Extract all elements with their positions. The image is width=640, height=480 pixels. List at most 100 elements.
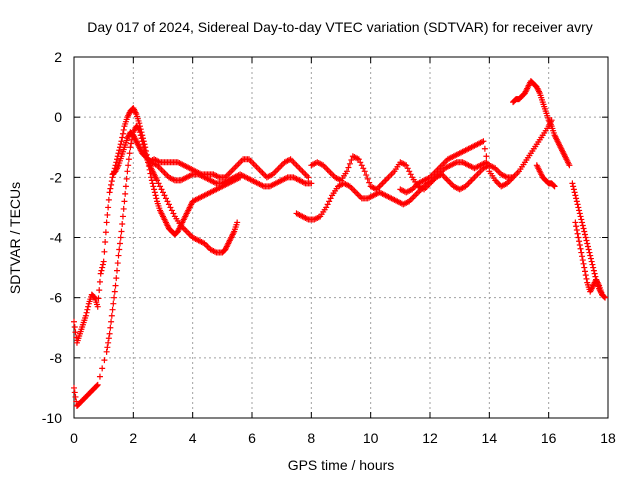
- y-axis-label: SDTVAR / TECUs: [7, 182, 23, 294]
- data-point: [94, 381, 101, 388]
- data-point: [578, 249, 585, 256]
- data-point: [154, 177, 161, 184]
- data-points: [71, 78, 609, 409]
- data-point: [110, 300, 117, 307]
- data-point: [124, 168, 131, 175]
- data-point: [125, 162, 132, 169]
- data-point: [103, 219, 110, 226]
- grid: [74, 57, 608, 418]
- data-point: [484, 160, 491, 167]
- data-point: [586, 249, 593, 256]
- data-point: [345, 164, 352, 171]
- data-point: [407, 171, 414, 178]
- data-point: [84, 306, 91, 313]
- data-point: [579, 222, 586, 229]
- data-point: [587, 255, 594, 262]
- series-track-d: [145, 156, 312, 181]
- data-point: [404, 165, 411, 172]
- data-point: [108, 318, 115, 325]
- data-point: [105, 204, 112, 211]
- data-point: [406, 168, 413, 175]
- data-point: [126, 150, 133, 157]
- data-point: [572, 192, 579, 199]
- x-tick-label: 4: [189, 430, 197, 446]
- data-point: [575, 234, 582, 241]
- data-point: [551, 183, 558, 190]
- x-tick-label: 2: [129, 430, 137, 446]
- data-point: [83, 309, 90, 316]
- series-track-f: [308, 153, 517, 193]
- data-point: [324, 201, 331, 208]
- data-point: [583, 275, 590, 282]
- data-point: [358, 162, 365, 169]
- y-tick-label: -2: [50, 169, 63, 185]
- x-axis-label: GPS time / hours: [288, 457, 395, 473]
- axis-ticks: 0 2 4 6 8 10 12 14 16 18 -10 -8 -6 -4 -2 0 2: [42, 49, 616, 446]
- data-point: [139, 141, 146, 148]
- data-point: [152, 192, 159, 199]
- data-point: [573, 226, 580, 233]
- data-point: [99, 261, 106, 268]
- data-point: [99, 365, 106, 372]
- data-point: [139, 138, 146, 145]
- y-tick-label: -8: [50, 350, 63, 366]
- data-point: [121, 198, 128, 205]
- data-point: [71, 384, 77, 391]
- data-point: [115, 150, 122, 157]
- data-point: [577, 213, 584, 220]
- data-point: [573, 195, 580, 202]
- data-point: [113, 275, 120, 282]
- data-point: [305, 174, 312, 181]
- data-point: [158, 186, 165, 193]
- data-point: [590, 264, 597, 271]
- data-point: [170, 210, 177, 217]
- data-point: [550, 182, 557, 189]
- series-track-h: [510, 78, 573, 169]
- data-point: [116, 147, 123, 154]
- data-point: [137, 129, 144, 136]
- data-point: [111, 294, 118, 301]
- y-tick-label: -10: [42, 410, 62, 426]
- y-tick-label: -6: [50, 290, 63, 306]
- data-point: [589, 261, 596, 268]
- x-tick-label: 16: [541, 430, 557, 446]
- data-point: [91, 293, 98, 300]
- data-point: [577, 245, 584, 252]
- data-point: [82, 312, 89, 319]
- data-point: [157, 183, 164, 190]
- data-point: [151, 189, 158, 196]
- data-point: [355, 156, 362, 163]
- x-tick-label: 8: [307, 430, 315, 446]
- data-point: [95, 295, 102, 302]
- data-point: [569, 180, 576, 187]
- data-point: [581, 264, 588, 271]
- data-point: [85, 303, 92, 310]
- data-point: [590, 267, 597, 274]
- data-point: [576, 242, 583, 249]
- data-point: [576, 207, 583, 214]
- data-point: [364, 175, 371, 182]
- data-point: [117, 141, 124, 148]
- data-point: [576, 210, 583, 217]
- data-point: [123, 175, 130, 182]
- data-point: [483, 153, 490, 160]
- data-point: [363, 172, 370, 179]
- data-point: [112, 282, 119, 289]
- data-point: [579, 253, 586, 260]
- data-point: [119, 130, 126, 137]
- data-point: [105, 335, 112, 342]
- data-point: [72, 329, 79, 336]
- x-tick-label: 0: [70, 430, 78, 446]
- data-point: [107, 185, 114, 192]
- data-point: [588, 258, 595, 265]
- data-point: [361, 168, 368, 175]
- data-point: [584, 240, 591, 247]
- data-point: [106, 189, 113, 196]
- data-point: [583, 237, 590, 244]
- data-point: [101, 248, 108, 255]
- data-point: [575, 204, 582, 211]
- data-point: [116, 240, 123, 247]
- data-point: [570, 186, 577, 193]
- data-point: [98, 267, 105, 274]
- data-point: [108, 312, 115, 319]
